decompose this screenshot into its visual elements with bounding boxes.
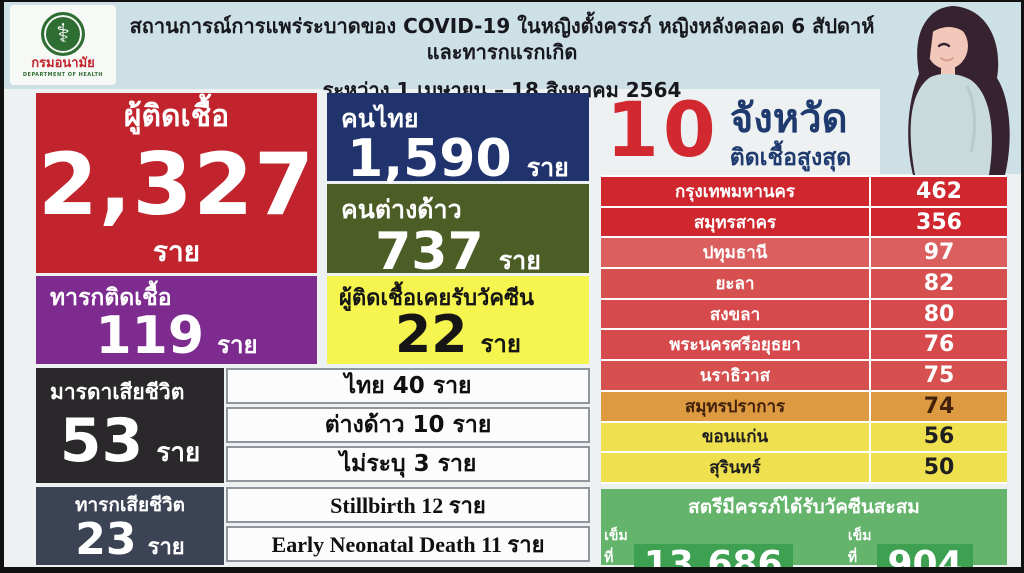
dose1-unit: ราย xyxy=(799,559,824,567)
vaccination-title: สตรีมีครรภ์ได้รับวัคซีนสะสม xyxy=(688,496,920,518)
province-value: 82 xyxy=(869,269,1007,298)
province-name: ขอนแก่น xyxy=(701,427,769,448)
table-row: ขอนแก่น 56 xyxy=(601,422,1007,454)
province-value: 97 xyxy=(869,238,1007,268)
card-label: คนต่างด้าว xyxy=(341,195,462,224)
province-name: นราธิวาส xyxy=(699,365,771,386)
card-value: 119 xyxy=(95,306,204,366)
dose2-group: เข็มที่ 2 904 ราย xyxy=(840,523,1012,567)
province-name: พระนครศรีอยุธยา xyxy=(669,335,801,356)
card-unit: ราย xyxy=(526,153,569,182)
card-vaccinated-infected: ผู้ติดเชื้อเคยรับวัคซีน 22 ราย xyxy=(327,276,589,364)
table-row: สมุทรปราการ 74 xyxy=(601,391,1007,423)
card-foreigner-infected: คนต่างด้าว 737 ราย xyxy=(327,184,589,278)
province-name: สงขลา xyxy=(709,304,761,325)
province-value: 356 xyxy=(869,207,1007,237)
province-value: 75 xyxy=(869,361,1007,390)
table-row: กรุงเทพมหานคร 462 xyxy=(601,177,1007,208)
card-label: ผู้ติดเชื้อ xyxy=(123,99,230,134)
card-value: 23 xyxy=(75,514,137,565)
table-row: สุรินทร์ 50 xyxy=(601,453,1007,484)
maternal-death-breakdown-unspecified: ไม่ระบุ 3 ราย xyxy=(226,446,590,482)
card-label: มารดาเสียชีวิต xyxy=(50,380,185,404)
card-label: คนไทย xyxy=(341,104,419,133)
logo-thai-name: กรมอนามัย xyxy=(31,55,95,71)
province-value: 50 xyxy=(869,453,1007,482)
province-value: 76 xyxy=(869,330,1007,360)
table-row: นราธิวาส 75 xyxy=(601,361,1007,392)
card-unit: ราย xyxy=(480,330,521,358)
maternal-death-breakdown-thai: ไทย 40 ราย xyxy=(226,368,590,404)
card-total-infected: ผู้ติดเชื้อ 2,327 ราย xyxy=(36,93,317,273)
province-value: 80 xyxy=(869,299,1007,329)
card-label: ทารกติดเชื้อ xyxy=(50,285,172,311)
card-value: 2,327 xyxy=(37,135,316,235)
dose1-group: เข็มที่ 1 13,686 ราย xyxy=(596,523,832,567)
dose2-label: เข็มที่ 2 xyxy=(847,528,872,566)
dose1-label: เข็มที่ 1 xyxy=(604,528,628,566)
table-row: พระนครศรีอยุธยา 76 xyxy=(601,330,1007,362)
card-value: 737 xyxy=(375,222,484,282)
card-label: ทารกเสียชีวิต xyxy=(74,494,186,516)
maternal-death-breakdown-foreign: ต่างด้าว 10 ราย xyxy=(226,407,590,443)
card-unit: ราย xyxy=(498,246,541,275)
table-row: ยะลา 82 xyxy=(601,269,1007,300)
card-unit: ราย xyxy=(147,535,185,560)
title-line-1: สถานการณ์การแพร่ระบาดของ COVID-19 ในหญิง… xyxy=(129,14,875,64)
pregnant-woman-illustration xyxy=(908,6,1010,175)
dose2-unit: ราย xyxy=(979,559,1004,567)
top-provinces-heading: 10 จังหวัด ติดเชื้อสูงสุด xyxy=(606,85,852,176)
dose2-value: 904 xyxy=(877,543,973,567)
table-row: ปทุมธานี 97 xyxy=(601,238,1007,270)
province-name: กรุงเทพมหานคร xyxy=(674,181,796,202)
caduceus-icon: ⚕ xyxy=(41,11,85,56)
pregnant-vaccination-summary: สตรีมีครรภ์ได้รับวัคซีนสะสม เข็มที่ 1 13… xyxy=(601,489,1007,567)
top-provinces-count: 10 xyxy=(606,85,720,174)
newborn-death-early-neonatal: Early Neonatal Death 11 ราย xyxy=(226,526,590,562)
department-of-health-logo: ⚕ กรมอนามัย DEPARTMENT OF HEALTH xyxy=(10,5,116,85)
infographic-frame: ⚕ กรมอนามัย DEPARTMENT OF HEALTH สถานการ… xyxy=(4,2,1021,567)
province-name: ปทุมธานี xyxy=(702,243,768,264)
province-name: สมุทรสาคร xyxy=(693,212,777,233)
top-provinces-subtitle: ติดเชื้อสูงสุด xyxy=(729,145,852,171)
card-value: 1,590 xyxy=(347,129,512,189)
dose1-value: 13,686 xyxy=(633,543,793,567)
card-newborn-deaths: ทารกเสียชีวิต 23 ราย xyxy=(36,487,224,565)
card-unit: ราย xyxy=(152,235,201,268)
card-newborn-infected: ทารกติดเชื้อ 119 ราย xyxy=(36,276,317,364)
province-name: สุรินทร์ xyxy=(709,458,761,479)
province-name: ยะลา xyxy=(715,273,755,294)
province-value: 462 xyxy=(869,177,1007,206)
card-maternal-deaths: มารดาเสียชีวิต 53 ราย xyxy=(36,368,224,483)
province-name: สมุทรปราการ xyxy=(684,396,786,417)
card-unit: ราย xyxy=(156,438,201,468)
logo-english-name: DEPARTMENT OF HEALTH xyxy=(22,72,104,79)
province-value: 74 xyxy=(869,391,1007,421)
card-thai-infected: คนไทย 1,590 ราย xyxy=(327,93,589,185)
table-row: สงขลา 80 xyxy=(601,299,1007,331)
card-unit: ราย xyxy=(217,331,258,359)
card-value: 22 xyxy=(395,305,468,365)
top-provinces-title: จังหวัด xyxy=(729,96,848,142)
header-band xyxy=(4,2,1021,89)
newborn-death-stillbirth: Stillbirth 12 ราย xyxy=(226,487,590,523)
card-label: ผู้ติดเชื้อเคยรับวัคซีน xyxy=(339,286,535,311)
province-value: 56 xyxy=(869,422,1007,452)
province-table: กรุงเทพมหานคร 462 สมุทรสาคร 356 ปทุมธานี… xyxy=(601,175,1007,484)
card-value: 53 xyxy=(59,406,144,476)
table-row: สมุทรสาคร 356 xyxy=(601,207,1007,239)
